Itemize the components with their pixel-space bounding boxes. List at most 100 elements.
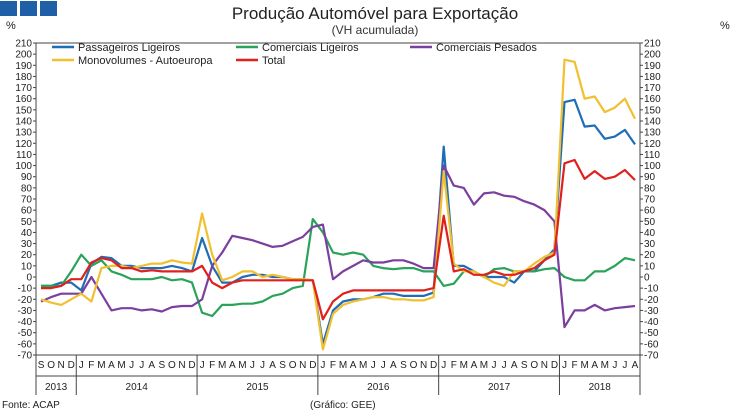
x-month-label: A xyxy=(471,360,478,371)
y-tick-label-left: 180 xyxy=(15,72,32,83)
y-tick-label-left: -70 xyxy=(18,351,33,362)
legend-label: Total xyxy=(262,55,285,67)
y-tick-label-right: 70 xyxy=(644,195,656,206)
legend-label: Comerciais Ligeiros xyxy=(262,42,359,54)
x-month-label: S xyxy=(38,360,45,371)
x-month-label: O xyxy=(530,360,538,371)
y-tick-label-left: 140 xyxy=(15,117,32,128)
y-tick-label-left: 210 xyxy=(15,39,32,50)
y-tick-label-right: -30 xyxy=(644,306,659,317)
y-tick-label-left: -30 xyxy=(18,306,33,317)
x-month-label: S xyxy=(521,360,528,371)
y-tick-label-left: 80 xyxy=(21,183,33,194)
source-note: Fonte: ACAP xyxy=(2,400,60,411)
x-month-label: J xyxy=(502,360,507,371)
y-tick-label-left: 150 xyxy=(15,105,32,116)
y-tick-label-left: 90 xyxy=(21,172,33,183)
y-tick-label-right: 200 xyxy=(644,50,661,61)
x-month-label: F xyxy=(209,360,215,371)
x-year-label: 2017 xyxy=(488,382,511,393)
y-tick-label-left: -40 xyxy=(18,317,33,328)
x-month-label: J xyxy=(612,360,617,371)
y-tick-label-right: 140 xyxy=(644,117,661,128)
y-tick-label-right: -10 xyxy=(644,284,659,295)
y-tick-label-right: -20 xyxy=(644,295,659,306)
x-month-label: J xyxy=(562,360,567,371)
chart-subtitle: (VH acumulada) xyxy=(331,23,419,37)
series-line xyxy=(41,218,636,318)
x-month-label: A xyxy=(108,360,115,371)
x-month-label: J xyxy=(622,360,627,371)
x-month-label: A xyxy=(591,360,598,371)
x-month-label: D xyxy=(551,360,558,371)
y-tick-label-left: -60 xyxy=(18,339,33,350)
logo-square-1 xyxy=(0,1,17,16)
y-tick-label-left: 40 xyxy=(21,228,33,239)
x-month-label: J xyxy=(320,360,325,371)
x-month-label: D xyxy=(68,360,75,371)
y-tick-label-right: 180 xyxy=(644,72,661,83)
logo-square-3 xyxy=(40,1,57,16)
y-tick-label-left: 120 xyxy=(15,139,32,150)
x-month-label: M xyxy=(359,360,367,371)
x-month-label: J xyxy=(139,360,144,371)
x-month-label: N xyxy=(178,360,185,371)
y-tick-label-left: 200 xyxy=(15,50,32,61)
x-year-label: 2013 xyxy=(45,382,68,393)
y-tick-label-right: 160 xyxy=(644,94,661,105)
left-unit-label: % xyxy=(6,20,16,32)
y-tick-label-left: 20 xyxy=(21,250,33,261)
x-year-label: 2016 xyxy=(367,382,390,393)
x-month-label: M xyxy=(218,360,226,371)
x-month-label: A xyxy=(148,360,155,371)
y-tick-label-right: -50 xyxy=(644,328,659,339)
x-month-label: N xyxy=(299,360,306,371)
x-month-label: M xyxy=(580,360,588,371)
x-month-label: F xyxy=(451,360,457,371)
x-month-label: M xyxy=(460,360,468,371)
x-month-label: O xyxy=(168,360,176,371)
series-line xyxy=(40,164,636,329)
x-month-label: M xyxy=(339,360,347,371)
x-month-label: D xyxy=(309,360,316,371)
y-tick-label-left: 190 xyxy=(15,61,32,72)
y-tick-label-right: 60 xyxy=(644,206,656,217)
y-tick-label-left: 70 xyxy=(21,195,33,206)
y-tick-label-right: 190 xyxy=(644,61,661,72)
y-tick-label-left: 130 xyxy=(15,128,32,139)
x-month-label: S xyxy=(400,360,407,371)
legend-label: Comerciais Pesados xyxy=(436,42,537,54)
x-month-label: A xyxy=(229,360,236,371)
logo-square-2 xyxy=(20,1,37,16)
x-month-label: J xyxy=(79,360,84,371)
y-tick-label-left: 50 xyxy=(21,217,33,228)
y-tick-label-right: 10 xyxy=(644,261,656,272)
series-line xyxy=(40,58,636,351)
y-tick-label-right: 30 xyxy=(644,239,656,250)
y-tick-label-right: 110 xyxy=(644,150,660,161)
x-month-label: J xyxy=(250,360,255,371)
y-tick-label-right: -70 xyxy=(644,351,659,362)
x-month-label: D xyxy=(430,360,437,371)
x-month-label: S xyxy=(279,360,286,371)
legend-label: Monovolumes - Autoeuropa xyxy=(78,55,213,67)
x-month-label: A xyxy=(350,360,357,371)
x-month-label: J xyxy=(492,360,497,371)
x-month-label: M xyxy=(238,360,246,371)
y-tick-label-left: 100 xyxy=(15,161,32,172)
x-month-label: J xyxy=(260,360,265,371)
x-year-label: 2015 xyxy=(246,382,269,393)
y-tick-label-left: -50 xyxy=(18,328,33,339)
y-tick-label-right: 210 xyxy=(644,39,661,50)
x-month-label: A xyxy=(632,360,639,371)
y-tick-label-right: 100 xyxy=(644,161,661,172)
x-month-label: A xyxy=(390,360,397,371)
y-tick-label-left: -20 xyxy=(18,295,33,306)
y-tick-label-right: 50 xyxy=(644,217,656,228)
y-tick-label-right: -40 xyxy=(644,317,659,328)
x-month-label: N xyxy=(541,360,548,371)
y-tick-label-right: 80 xyxy=(644,183,656,194)
y-tick-label-right: 90 xyxy=(644,172,656,183)
chart-credit: (Gráfico: GEE) xyxy=(310,400,376,411)
y-tick-label-right: 130 xyxy=(644,128,661,139)
